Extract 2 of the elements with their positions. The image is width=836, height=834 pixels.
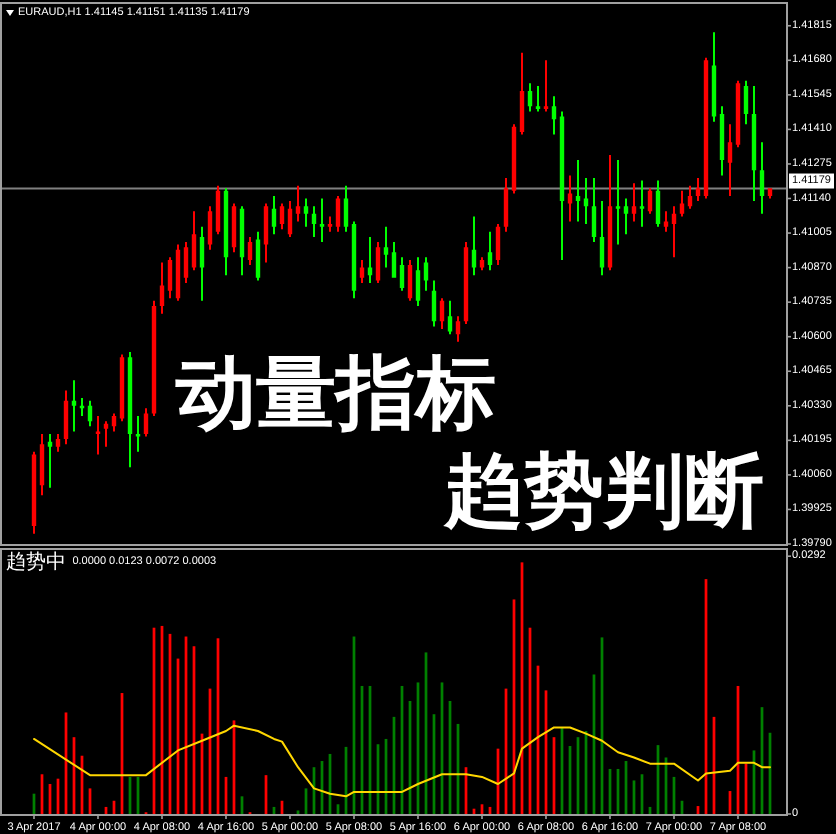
- annotation: 动量指标: [176, 348, 496, 440]
- annotation: 趋势判断: [444, 446, 764, 538]
